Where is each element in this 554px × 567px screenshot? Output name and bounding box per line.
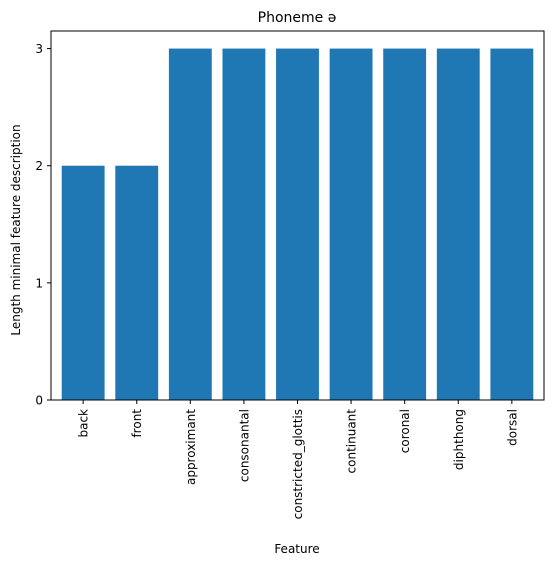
x-tick-label: back	[77, 409, 91, 438]
y-tick-label: 0	[35, 394, 43, 408]
bar-back	[61, 165, 105, 400]
bar-continuant	[329, 48, 373, 400]
y-axis-title: Length minimal feature description	[9, 124, 23, 335]
x-tick-label: approximant	[184, 409, 198, 485]
x-tick-label: front	[130, 409, 144, 438]
bar-approximant	[168, 48, 212, 400]
bar-coronal	[383, 48, 427, 400]
y-tick-label: 2	[35, 159, 43, 173]
bar-front	[115, 165, 159, 400]
bar-diphthong	[436, 48, 480, 400]
x-tick-label: dorsal	[505, 409, 519, 446]
bar-constricted_glottis	[276, 48, 319, 400]
x-tick-label: diphthong	[452, 409, 466, 470]
y-axis: 0 1 2 3	[35, 42, 51, 408]
chart-title: Phoneme ə	[258, 10, 337, 26]
x-tick-label: continuant	[345, 409, 359, 474]
bar-consonantal	[222, 48, 266, 400]
y-tick-label: 1	[35, 276, 43, 290]
x-axis: back front approximant consonantal constrict…	[77, 400, 519, 519]
x-tick-label: constricted_glottis	[291, 409, 305, 519]
x-axis-title: Feature	[274, 542, 319, 556]
bars-group	[61, 48, 534, 400]
bar-dorsal	[490, 48, 534, 400]
x-tick-label: coronal	[398, 409, 412, 453]
y-tick-label: 3	[35, 42, 43, 56]
x-tick-label: consonantal	[237, 409, 251, 482]
